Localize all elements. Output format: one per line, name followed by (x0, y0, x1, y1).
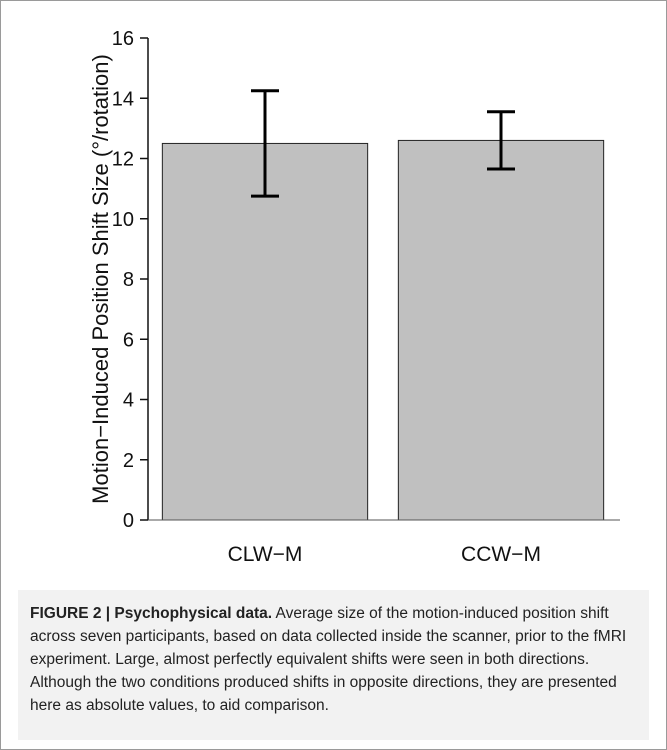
figure-label: FIGURE 2 | Psychophysical data. (30, 605, 273, 622)
y-axis-label: Motion−Induced Position Shift Size (°/ro… (88, 54, 113, 504)
y-tick-label: 2 (123, 450, 134, 472)
figure-caption: FIGURE 2 | Psychophysical data. Average … (18, 590, 649, 740)
caption-text: Average size of the motion-induced posit… (30, 605, 627, 714)
y-tick-label: 8 (123, 269, 134, 291)
bar (397, 139, 605, 521)
y-tick-label: 14 (112, 88, 134, 110)
x-tick-label: CCW−M (461, 543, 541, 566)
x-tick-label: CLW−M (228, 543, 303, 566)
y-tick-label: 0 (123, 510, 134, 532)
y-tick-label: 16 (112, 28, 134, 50)
bar-chart: 0 2 4 6 8 10 12 14 16 CLW−M CCW−M Motion−Induced P… (88, 28, 620, 566)
bar (161, 142, 369, 521)
plot-area: 0 2 4 6 8 10 12 14 16 CLW−M CCW−M (112, 28, 620, 566)
y-tick-label: 6 (123, 329, 134, 351)
y-tick-label: 10 (112, 209, 134, 231)
y-tick-label: 4 (123, 390, 134, 412)
y-tick-label: 12 (112, 149, 134, 171)
